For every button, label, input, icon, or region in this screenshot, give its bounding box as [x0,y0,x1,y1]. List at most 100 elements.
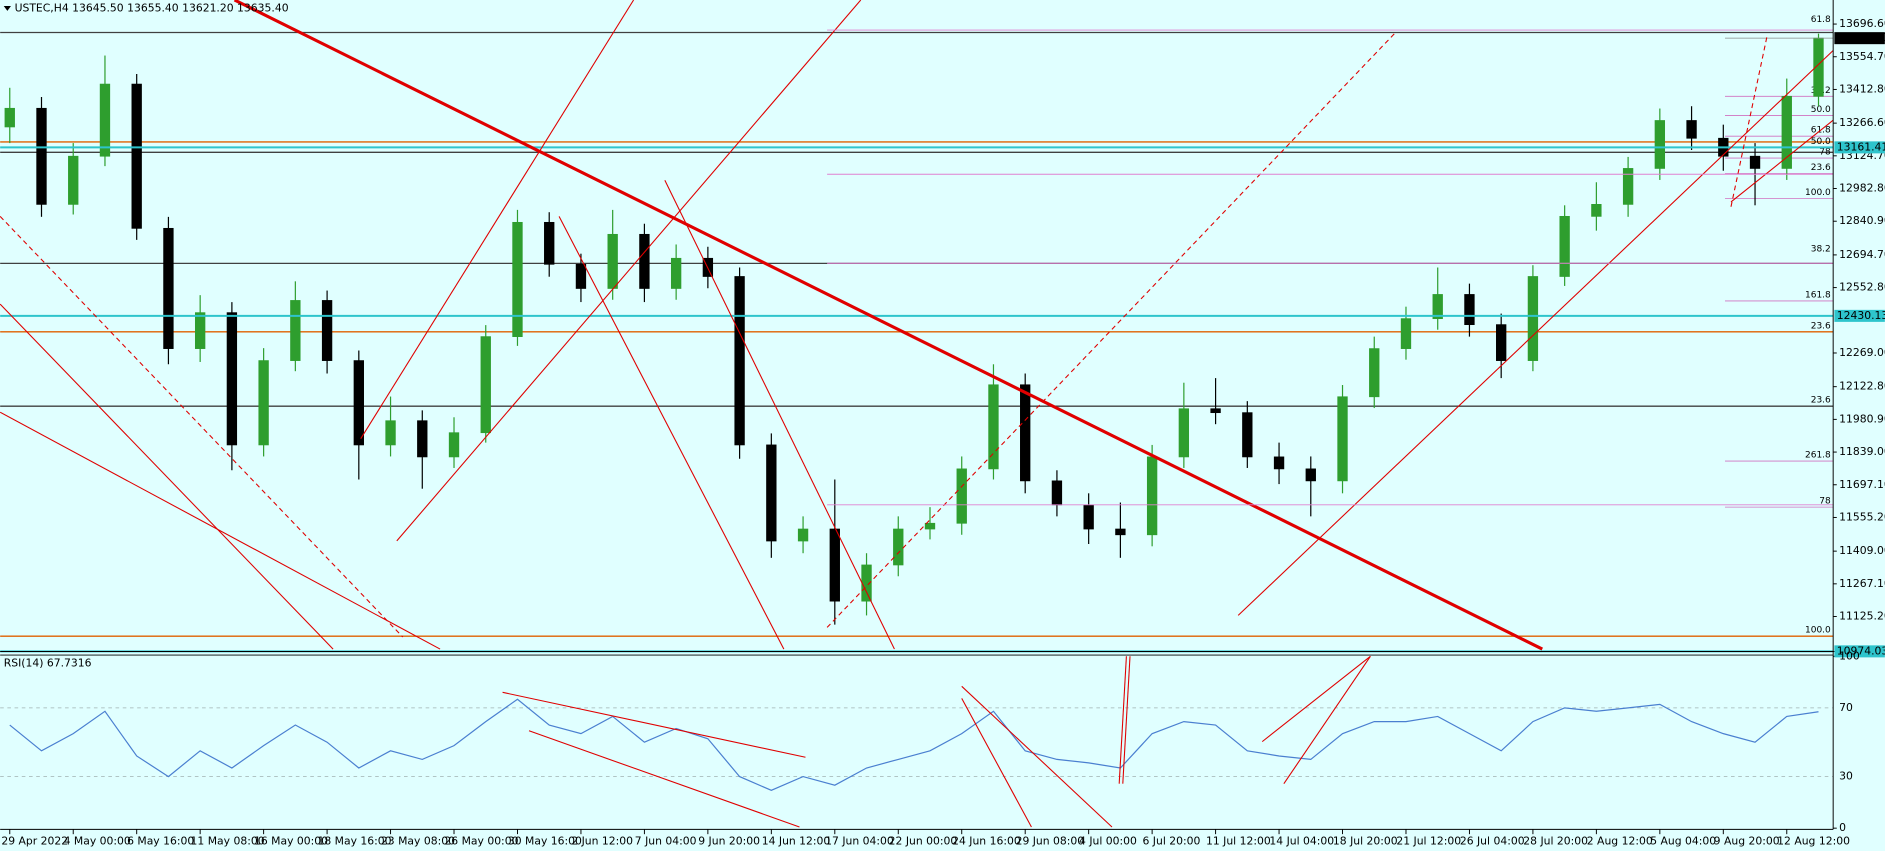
candle-body [1654,120,1666,169]
candle-body [670,257,682,289]
fib-label: 23.6 [1811,396,1831,406]
y-tick-label: 13554.70 [1839,50,1885,63]
candle-body [639,233,650,289]
x-tick-label: 18 Jul 20:00 [1333,834,1398,847]
candle-body [1115,528,1126,536]
x-tick-label: 4 May 00:00 [64,834,131,847]
rsi-tick-label: 0 [1839,821,1846,834]
ohlc-value: 13621.20 [182,1,234,14]
y-tick-label: 13266.60 [1839,116,1885,129]
rsi-trendline [1261,655,1371,743]
rsi-trendline [961,685,1113,828]
y-tick-label: 12269.00 [1839,346,1885,359]
x-tick-label: 12 Aug 12:00 [1777,834,1850,847]
candle-body [480,336,491,434]
x-tick-label: 22 Jun 00:00 [889,834,958,847]
fib-label: 61.8 [1811,15,1831,25]
ohlc-value: 13645.50 [72,1,124,14]
candle-body [1527,276,1539,361]
rsi-line [9,698,1819,792]
x-tick-label: 7 Jun 04:00 [635,834,697,847]
candle-body [607,233,618,289]
candle-body [194,312,206,349]
candle-body [956,468,967,524]
trendline [0,303,334,650]
price-tag-label: 10974.03 [1837,644,1885,657]
candle-body [1083,504,1094,530]
main-trendline [233,0,1543,651]
fib-label: 23.6 [1811,163,1831,173]
candle-body [1686,120,1697,139]
candle-body [1749,155,1761,169]
candle-body [131,83,142,229]
fib-label: 50.0 [1811,137,1831,147]
y-tick-label: 12122.80 [1839,380,1885,393]
rsi-trendline [528,730,800,828]
candle-body [797,528,809,542]
candle-body [385,420,396,446]
rsi-tick-label: 70 [1839,701,1853,714]
x-tick-label: 14 Jul 04:00 [1269,834,1334,847]
candle-body [1242,412,1253,458]
x-tick-label: 26 Jul 04:00 [1460,834,1525,847]
symbol: USTEC,H4 [15,1,69,14]
x-tick-label: 11 Jul 12:00 [1206,834,1271,847]
candle-body [99,83,111,157]
candle-body [829,528,840,602]
price-tag-label: 13161.41 [1837,140,1885,153]
rsi-title: RSI(14) [4,656,44,669]
candle-body [4,107,15,128]
rsi-trendline [1283,655,1371,784]
ohlc-value: 13635.40 [237,1,289,14]
x-tick-label: 18 May 16:00 [317,834,391,847]
fib-label: 78 [1819,148,1831,158]
candle-body [1020,384,1031,482]
x-tick-label: 6 Jul 20:00 [1143,834,1201,847]
y-tick-label: 12552.80 [1839,281,1885,294]
y-tick-label: 12982.80 [1839,182,1885,195]
fib-label: 50.0 [1811,105,1831,115]
y-tick-label: 13412.80 [1839,82,1885,95]
rsi-trendline [1118,656,1127,784]
x-tick-label: 29 Apr 2022 [1,834,68,847]
y-tick-label: 11980.90 [1839,412,1885,425]
x-tick-label: 5 Aug 04:00 [1650,834,1716,847]
fib-label: 261.8 [1805,451,1831,461]
x-tick-label: 24 Jun 16:00 [952,834,1021,847]
trendline [396,0,862,542]
menu-arrow[interactable] [3,6,11,11]
trendline [1730,35,1768,207]
trendline [0,411,441,650]
candle-body [321,300,333,361]
candle-body [1210,408,1221,414]
candle-body [893,528,904,566]
x-tick-label: 6 May 16:00 [127,834,194,847]
y-tick-label: 13696.60 [1839,17,1885,30]
x-tick-label: 11 May 08:00 [191,834,265,847]
rsi-trendline [961,698,1032,828]
rsi-tick-label: 100 [1839,649,1860,662]
candle-body [1622,168,1634,205]
candle-body [1591,204,1602,217]
candle-body [734,276,745,446]
fib-label: 38.2 [1811,245,1831,255]
x-tick-label: 17 Jun 04:00 [825,834,894,847]
price-tag [1834,32,1885,45]
candle-body [1146,456,1158,536]
rsi-trendline [1122,656,1131,784]
candle-body [36,107,47,205]
trendline [826,33,1395,628]
y-tick-label: 11839.00 [1839,445,1885,458]
candle-body [258,360,269,446]
x-tick-label: 16 May 00:00 [254,834,328,847]
rsi-header: RSI(14) 67.7316 [4,656,92,669]
fib-label: 161.8 [1805,290,1831,300]
fib-label: 100.0 [1805,626,1831,636]
x-tick-label: 29 Jun 08:00 [1016,834,1085,847]
x-tick-label: 9 Jun 20:00 [698,834,760,847]
x-tick-label: 26 May 00:00 [444,834,518,847]
candle-body [1496,324,1507,361]
candle-body [1273,456,1285,470]
